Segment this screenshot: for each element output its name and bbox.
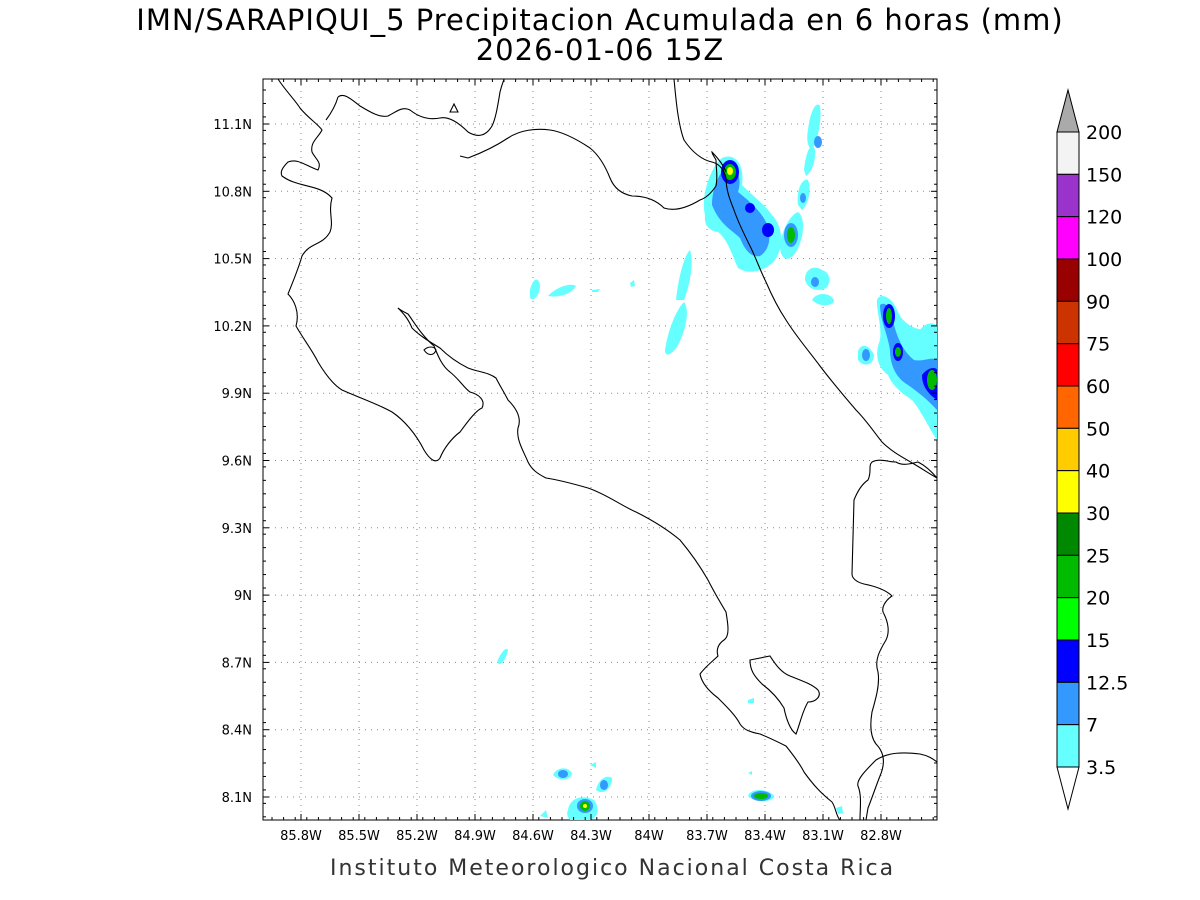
colorbar-swatch [1056, 343, 1080, 387]
lat-tick-label: 10.2N [213, 320, 252, 335]
map-grid [263, 79, 937, 820]
footer-credit: Instituto Meteorologico Nacional Costa R… [330, 856, 896, 881]
colorbar-level-label: 200 [1086, 122, 1122, 144]
lat-tick-label: 9N [234, 589, 252, 604]
rain-cell-north [703, 156, 782, 272]
map-frame [262, 78, 938, 821]
lon-tick-label: 85.5W [338, 829, 380, 844]
colorbar-level-label: 12.5 [1086, 672, 1128, 694]
lon-tick-label: 83.4W [744, 829, 786, 844]
map-title: IMN/SARAPIQUI_5 Precipitacion Acumulada … [136, 3, 1064, 37]
colorbar-level-label: 30 [1086, 503, 1110, 525]
colorbar-level-label: 3.5 [1086, 757, 1116, 779]
lon-tick-label: 84.3W [570, 829, 612, 844]
colorbar-swatch [1056, 512, 1080, 556]
lat-tick-label: 11.1N [213, 118, 252, 133]
lat-tick-label: 10.5N [213, 253, 252, 268]
colorbar-level-label: 120 [1086, 207, 1122, 229]
precipitation-field [497, 104, 937, 820]
lon-tick-label: 85.2W [396, 829, 438, 844]
rain-cell-south [497, 648, 843, 820]
colorbar-level-label: 40 [1086, 461, 1110, 483]
lon-tick-label: 83.1W [802, 829, 844, 844]
colorbar-level-label: 25 [1086, 545, 1110, 567]
lat-tick-label: 9.6N [222, 455, 252, 470]
colorbar-level-label: 75 [1086, 334, 1110, 356]
lon-tick-label: 85.8W [280, 829, 322, 844]
longitude-labels: 85.8W 85.5W 85.2W 84.9W 84.6W 84.3W 84W 83.7W 83… [280, 829, 902, 844]
colorbar-swatch [1056, 427, 1080, 472]
colorbar-swatch [1056, 131, 1080, 175]
colorbar-swatch [1056, 385, 1080, 429]
colorbar-level-label: 150 [1086, 164, 1122, 186]
colorbar-swatch [1056, 470, 1080, 514]
colorbar: 200 150 120 100 90 75 60 50 40 30 25 20 15 12.5 7 3.5 [1056, 88, 1128, 811]
colorbar-level-label: 20 [1086, 588, 1110, 610]
lon-tick-label: 83.7W [686, 829, 728, 844]
lon-tick-label: 84.6W [512, 829, 554, 844]
lon-tick-label: 84W [634, 829, 664, 844]
colorbar-level-label: 15 [1086, 630, 1110, 652]
lon-tick-label: 84.9W [454, 829, 496, 844]
lat-tick-label: 9.9N [222, 387, 252, 402]
lat-tick-label: 8.4N [222, 724, 252, 739]
colorbar-swatch [1056, 554, 1080, 599]
lat-tick-label: 8.7N [222, 656, 252, 671]
rain-cell-northeast [780, 104, 834, 306]
lat-tick-label: 10.8N [213, 185, 252, 200]
colorbar-swatch [1056, 173, 1080, 218]
colorbar-level-label: 50 [1086, 418, 1110, 440]
rain-cell-limon [858, 296, 937, 440]
colorbar-swatch [1056, 639, 1080, 683]
colorbar-level-label: 60 [1086, 376, 1110, 398]
coastline-outline [277, 78, 938, 821]
tick-marks [263, 79, 937, 820]
colorbar-swatch [1056, 597, 1080, 641]
rain-cell-inland [530, 250, 692, 355]
map-datetime: 2026-01-06 15Z [475, 33, 725, 67]
colorbar-swatch [1056, 258, 1080, 302]
colorbar-swatch [1056, 724, 1080, 768]
colorbar-swatch [1056, 681, 1080, 726]
colorbar-level-label: 90 [1086, 291, 1110, 313]
colorbar-swatch [1056, 300, 1080, 345]
colorbar-over-arrow [1056, 88, 1080, 133]
lon-tick-label: 82.8W [860, 829, 902, 844]
colorbar-level-label: 7 [1086, 715, 1098, 737]
latitude-labels: 11.1N 10.8N 10.5N 10.2N 9.9N 9.6N 9.3N 9N 8.7N 8.… [213, 118, 252, 806]
lat-tick-label: 9.3N [222, 522, 252, 537]
colorbar-swatch [1056, 216, 1080, 260]
colorbar-level-label: 100 [1086, 249, 1122, 271]
colorbar-under-arrow [1056, 766, 1080, 811]
lat-tick-label: 8.1N [222, 791, 252, 806]
